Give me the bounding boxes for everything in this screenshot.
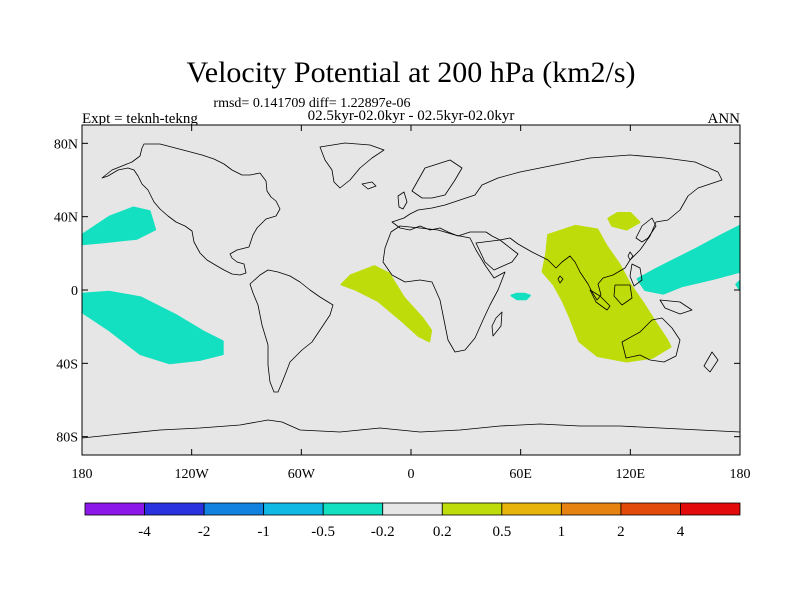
colorbar-swatch-3 bbox=[263, 502, 324, 516]
coastline-greenland bbox=[319, 142, 385, 189]
contour-region-4 bbox=[636, 224, 740, 295]
coastline-africa bbox=[382, 225, 506, 353]
colorbar-swatch-6 bbox=[441, 502, 503, 516]
colorbar-label-9: 4 bbox=[677, 524, 685, 540]
contour-region-1 bbox=[82, 206, 157, 246]
x-tick-label-4: 60E bbox=[509, 467, 532, 482]
colorbar-label-7: 1 bbox=[558, 524, 566, 540]
subtitle-experiments: 02.5kyr-02.0kyr - 02.5kyr-02.0kyr bbox=[308, 108, 515, 124]
colorbar-swatch-5 bbox=[382, 502, 443, 516]
coastline-north-america bbox=[101, 143, 281, 276]
contour-region-6 bbox=[340, 265, 433, 343]
coastline-south-america bbox=[249, 269, 334, 393]
x-tick-label-0: 180 bbox=[72, 467, 93, 482]
axis-layer: 180 120W 60W 0 60E 120E 180 80N 40N 0 40S 80S bbox=[54, 125, 751, 482]
coastline-taiwan bbox=[627, 251, 634, 261]
coastline-madagascar bbox=[491, 311, 503, 337]
contour-region-5 bbox=[510, 292, 531, 301]
coastline-antarctica bbox=[82, 419, 740, 439]
colorbar-label-6: 0.5 bbox=[492, 524, 511, 540]
colorbar-label-8: 2 bbox=[617, 524, 625, 540]
y-tick-label-3: 40S bbox=[56, 357, 78, 372]
colorbar-swatch-8 bbox=[560, 502, 622, 516]
colorbar-label-3: -0.5 bbox=[311, 524, 335, 540]
coastline-iceland bbox=[361, 181, 377, 190]
coastline-great-britain bbox=[397, 191, 408, 210]
x-tick-label-1: 120W bbox=[175, 467, 210, 482]
y-tick-label-4: 80S bbox=[56, 431, 78, 446]
right-season-label: ANN bbox=[708, 111, 741, 127]
left-experiment-label: Expt = teknh-tekng bbox=[82, 111, 198, 127]
colorbar-swatch-4 bbox=[322, 502, 384, 516]
colorbar-layer: -4 -2 -1 -0.5 -0.2 0.2 0.5 1 2 4 bbox=[84, 502, 741, 540]
coastline-borneo bbox=[613, 284, 633, 306]
colorbar-swatch-10 bbox=[680, 502, 741, 516]
coastline-australia bbox=[621, 317, 681, 363]
y-tick-label-2: 0 bbox=[71, 284, 78, 299]
colorbar-label-5: 0.2 bbox=[433, 524, 452, 540]
colorbar-label-4: -0.2 bbox=[371, 524, 395, 540]
coastline-scandinavia bbox=[411, 159, 463, 199]
colorbar-swatch-9 bbox=[620, 502, 681, 516]
coastlines-layer bbox=[82, 142, 740, 439]
colorbar-swatch-7 bbox=[501, 502, 562, 516]
colorbar-label-0: -4 bbox=[138, 524, 151, 540]
x-tick-label-5: 120E bbox=[616, 467, 646, 482]
coastline-sumatra bbox=[589, 289, 611, 311]
coastline-sri-lanka bbox=[557, 275, 564, 284]
contour-region-3 bbox=[735, 279, 740, 291]
x-tick-label-6: 180 bbox=[730, 467, 751, 482]
colorbar-swatch-1 bbox=[144, 502, 205, 516]
regions-layer bbox=[82, 206, 740, 365]
map-background bbox=[82, 125, 740, 455]
x-tick-label-3: 0 bbox=[408, 467, 415, 482]
colorbar-swatch-0 bbox=[84, 502, 145, 516]
x-tick-label-2: 60W bbox=[288, 467, 316, 482]
coastline-new-guinea bbox=[659, 299, 693, 315]
chart-title: Velocity Potential at 200 hPa (km2/s) bbox=[186, 56, 635, 89]
coastline-japan bbox=[635, 217, 657, 243]
colorbar-label-1: -2 bbox=[198, 524, 211, 540]
y-tick-label-0: 80N bbox=[54, 137, 78, 152]
contour-region-2 bbox=[82, 290, 224, 365]
colorbar-swatch-2 bbox=[203, 502, 265, 516]
contour-region-7 bbox=[541, 224, 672, 363]
coastline-arabia bbox=[475, 239, 519, 271]
coastline-eurasia bbox=[391, 154, 723, 301]
colorbar-label-2: -1 bbox=[257, 524, 270, 540]
contour-region-8 bbox=[607, 212, 641, 231]
coastline-philippines bbox=[629, 263, 643, 287]
coastline-new-zealand bbox=[703, 351, 719, 373]
y-tick-label-1: 40N bbox=[54, 211, 78, 226]
subtitle-stats: rmsd= 0.141709 diff= 1.22897e-06 bbox=[213, 96, 410, 111]
